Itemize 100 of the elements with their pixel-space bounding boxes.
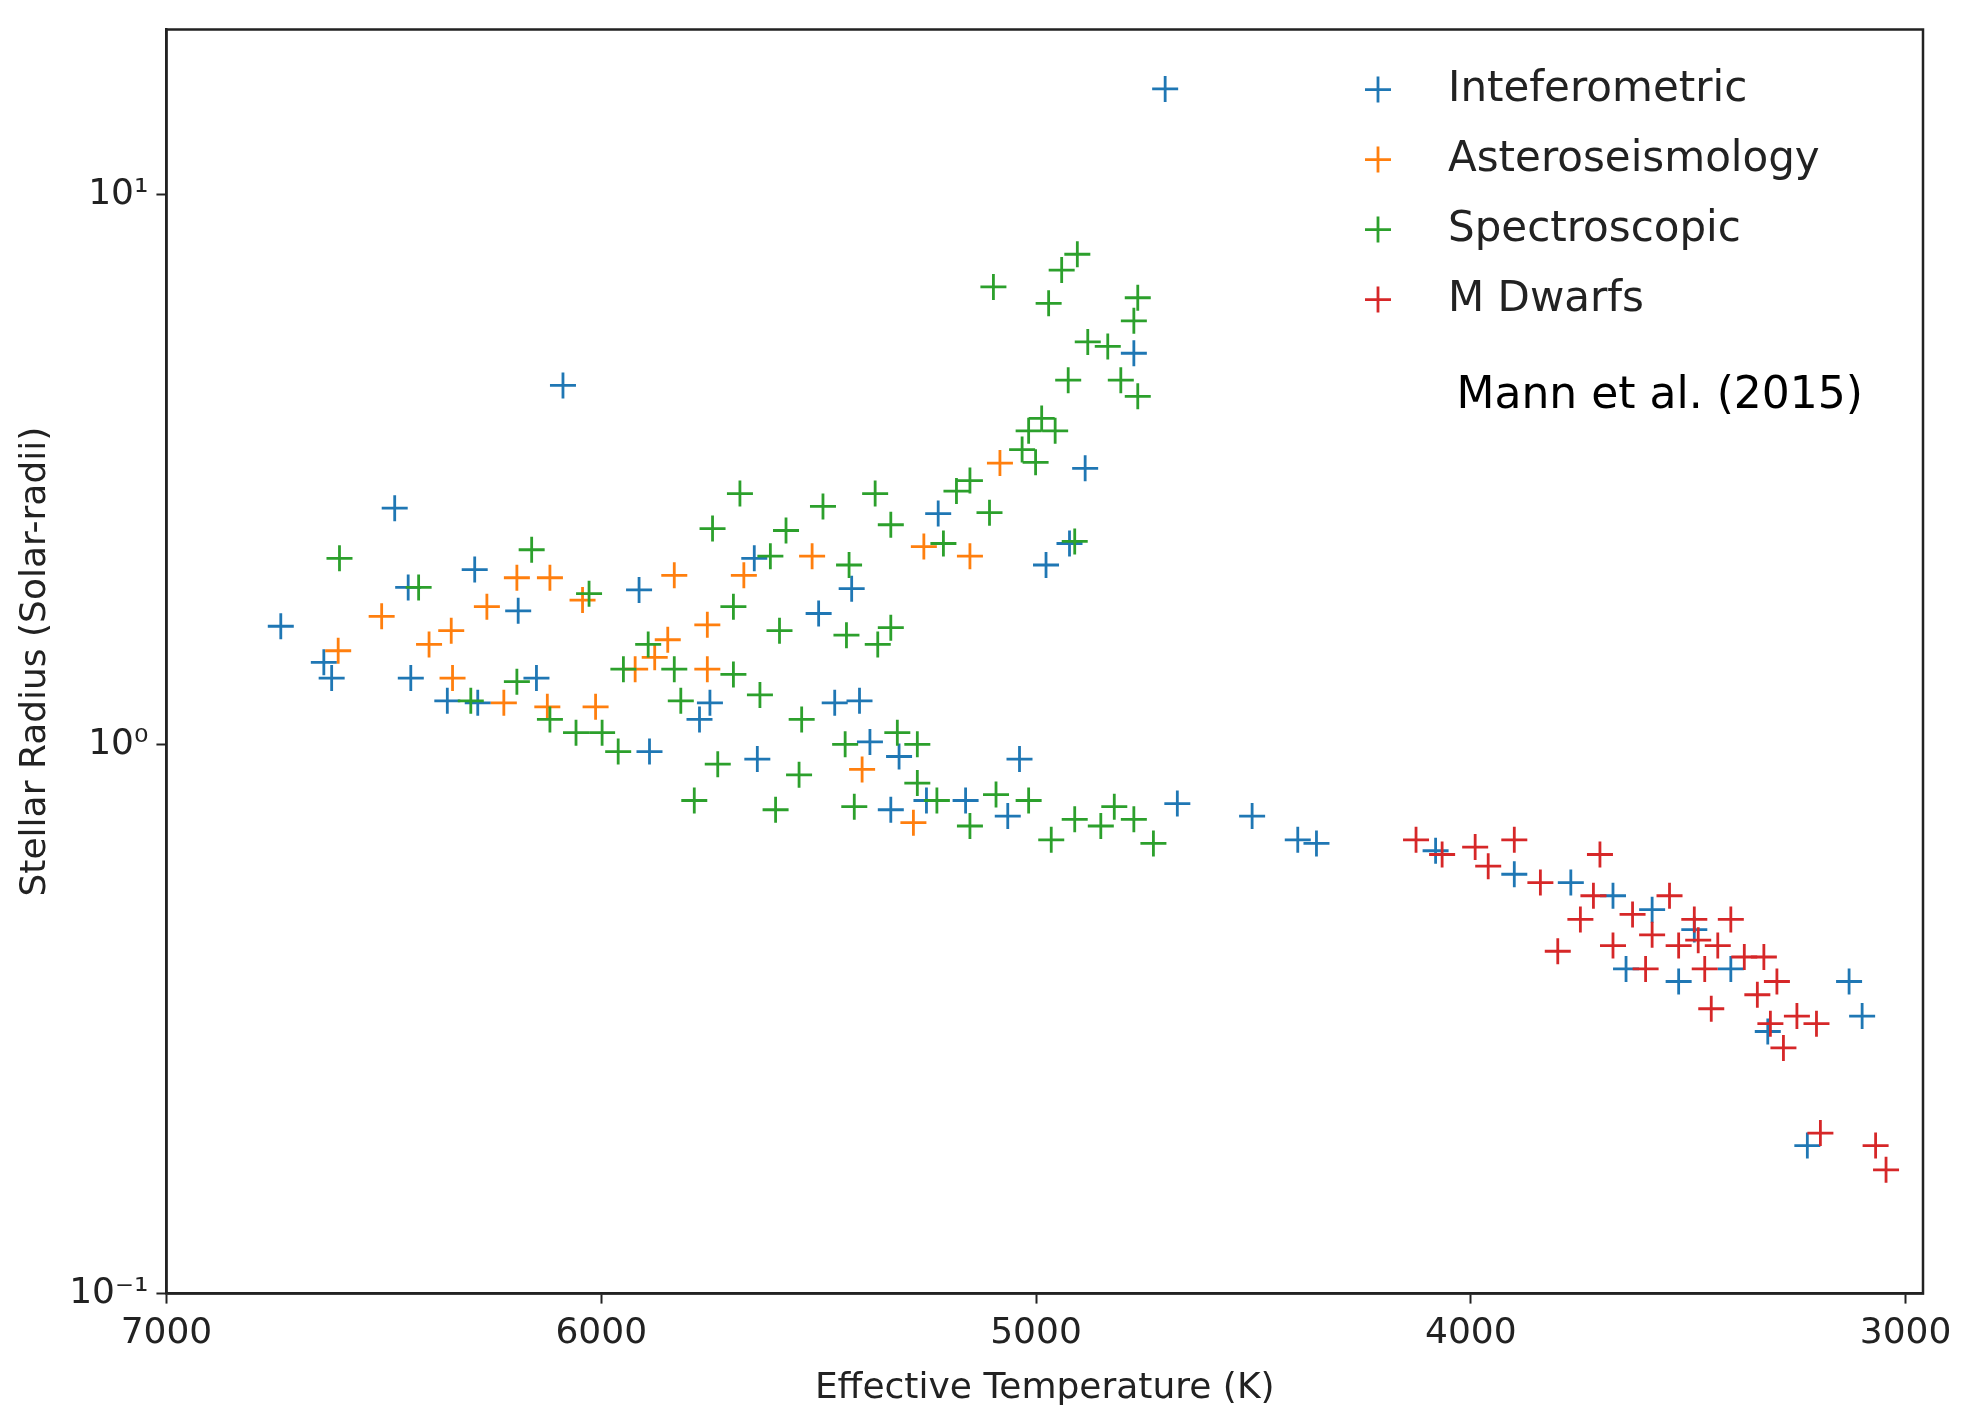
point xyxy=(490,689,517,716)
point xyxy=(846,687,873,714)
point xyxy=(416,631,443,658)
point xyxy=(1681,906,1708,933)
point xyxy=(925,500,952,527)
point xyxy=(1429,841,1456,868)
point xyxy=(1567,906,1594,933)
y-tick-label: 10¹ xyxy=(88,171,149,213)
point xyxy=(473,593,500,620)
point xyxy=(549,372,576,399)
point xyxy=(368,603,395,630)
point xyxy=(1284,826,1311,853)
point xyxy=(805,600,832,627)
legend-label: Inteferometric xyxy=(1448,61,1748,111)
point xyxy=(1403,826,1430,853)
point xyxy=(744,746,771,773)
point xyxy=(461,556,488,583)
point xyxy=(1794,1132,1821,1159)
legend-label: Asteroseismology xyxy=(1448,131,1820,181)
point xyxy=(1862,1132,1889,1159)
point xyxy=(1698,995,1725,1022)
point xyxy=(694,656,721,683)
point xyxy=(696,689,723,716)
point xyxy=(1717,906,1744,933)
point xyxy=(310,649,337,676)
point xyxy=(439,665,466,692)
point xyxy=(1750,943,1777,970)
point xyxy=(661,562,688,589)
point xyxy=(1501,861,1528,888)
point xyxy=(1120,340,1147,367)
point xyxy=(1656,882,1683,909)
point xyxy=(1152,75,1179,102)
point xyxy=(1544,938,1571,965)
point xyxy=(686,706,713,733)
point xyxy=(1501,826,1528,853)
point xyxy=(1665,968,1692,995)
point xyxy=(1744,981,1771,1008)
point xyxy=(877,796,904,823)
point xyxy=(1770,1034,1797,1061)
point xyxy=(994,803,1021,830)
point xyxy=(381,495,408,522)
point xyxy=(1639,896,1666,923)
point xyxy=(1691,955,1718,982)
point xyxy=(1462,834,1489,861)
point xyxy=(1632,955,1659,982)
y-axis-title: Stellar Radius (Solar-radii) xyxy=(11,426,53,897)
point xyxy=(503,564,530,591)
x-axis-title: Effective Temperature (K) xyxy=(814,1364,1275,1406)
point xyxy=(1239,803,1266,830)
legend-label: Spectroscopic xyxy=(1448,201,1741,251)
point xyxy=(536,564,563,591)
x-tick-label: 4000 xyxy=(1425,1309,1517,1351)
x-tick-label: 6000 xyxy=(555,1309,648,1351)
point xyxy=(694,611,721,638)
point xyxy=(1665,932,1692,959)
point xyxy=(1803,1010,1830,1037)
point xyxy=(523,665,550,692)
point xyxy=(1303,830,1330,857)
point xyxy=(1849,1003,1876,1030)
point xyxy=(1685,927,1712,954)
point xyxy=(838,575,865,602)
point xyxy=(636,738,663,765)
point xyxy=(910,533,937,560)
y-tick-label: 10⁻¹ xyxy=(69,1269,149,1311)
point xyxy=(1757,1010,1784,1037)
point xyxy=(799,543,826,570)
point xyxy=(1557,869,1584,896)
point xyxy=(1072,455,1099,482)
point xyxy=(900,809,927,836)
point xyxy=(325,637,352,664)
point xyxy=(582,693,609,720)
point xyxy=(1639,921,1666,948)
point xyxy=(1783,1003,1810,1030)
point xyxy=(654,626,681,653)
point xyxy=(397,665,424,692)
point xyxy=(1704,932,1731,959)
annotation: Mann et al. (2015) xyxy=(1456,367,1863,419)
point xyxy=(849,756,876,783)
legend-label: M Dwarfs xyxy=(1448,271,1644,321)
y-tick-label: 10⁰ xyxy=(88,720,149,762)
point xyxy=(1164,790,1191,817)
point xyxy=(505,597,532,624)
point xyxy=(438,617,465,644)
x-tick-label: 7000 xyxy=(120,1309,213,1351)
point xyxy=(1586,841,1613,868)
point xyxy=(1006,746,1033,773)
point xyxy=(821,689,848,716)
point xyxy=(267,613,294,640)
point xyxy=(1873,1156,1900,1183)
point xyxy=(952,787,979,814)
point xyxy=(434,687,461,714)
point xyxy=(318,665,345,692)
point xyxy=(1599,932,1626,959)
point xyxy=(1619,901,1646,928)
x-tick-label: 5000 xyxy=(990,1309,1082,1351)
point xyxy=(1836,968,1863,995)
point xyxy=(730,562,757,589)
x-tick-label: 3000 xyxy=(1859,1309,1952,1351)
point xyxy=(1527,869,1554,896)
point xyxy=(1763,968,1790,995)
